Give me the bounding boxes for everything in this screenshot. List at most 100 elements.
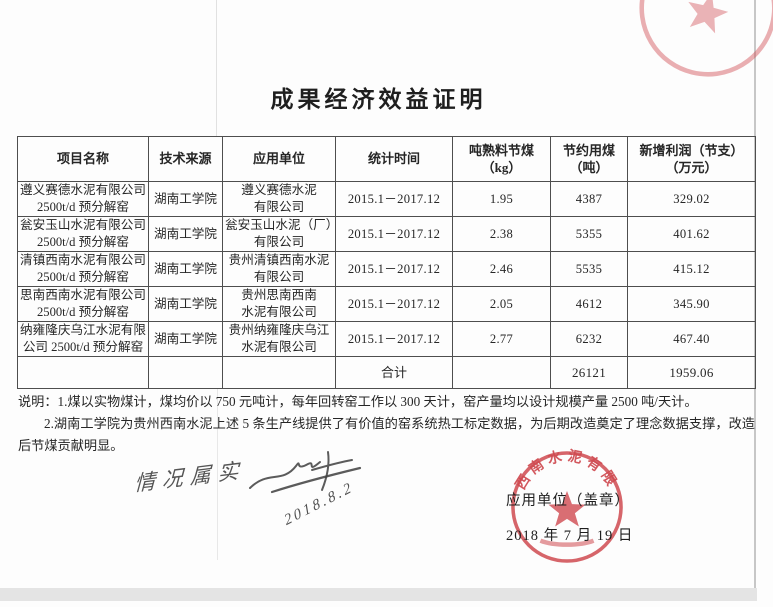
cell-empty: [17, 356, 149, 389]
project-line1: 纳雍隆庆乌江水泥有限: [20, 323, 146, 338]
page-bottom-edge: [0, 588, 757, 601]
header-label: 统计时间: [367, 151, 420, 167]
cell-coal-saved: 5535: [550, 251, 628, 287]
cell-profit: 345.90: [627, 286, 756, 322]
cell-project: 纳雍隆庆乌江水泥有限 公司 2500t/d 预分解窑: [17, 321, 149, 357]
total-profit: 1959.06: [627, 356, 756, 389]
unit-line1: 贵州清镇西南水泥: [228, 253, 330, 268]
project-line2: 公司 2500t/d 预分解窑: [22, 340, 144, 354]
header-label: 项目名称: [56, 151, 109, 167]
cell-profit: 401.62: [627, 216, 756, 252]
unit-line1: 瓮安玉山水泥（厂）: [225, 218, 336, 233]
cell-period: 2015.1－2017.12: [335, 181, 453, 217]
cell-source: 湖南工学院: [148, 251, 223, 287]
unit-line2: 有限公司: [253, 235, 305, 249]
cell-period: 2015.1－2017.12: [335, 321, 453, 357]
unit-line2: 有限公司: [253, 200, 305, 214]
table-row: 瓮安玉山水泥有限公司 2500t/d 预分解窑 湖南工学院 瓮安玉山水泥（厂） 有限…: [17, 216, 756, 252]
header-label: 新增利润（节支）: [639, 142, 744, 158]
total-label: 合计: [335, 356, 453, 389]
project-line2: 2500t/d 预分解窑: [36, 235, 129, 249]
handwritten-signature: [242, 440, 372, 520]
cell-empty: [148, 356, 223, 389]
cell-period: 2015.1－2017.12: [335, 286, 453, 322]
col-header-profit: 新增利润（节支） （万元）: [627, 136, 756, 182]
red-seal: 西南水泥有限: [503, 445, 631, 569]
cell-unit: 瓮安玉山水泥（厂） 有限公司: [222, 216, 336, 252]
cell-coal-saved: 4612: [550, 286, 628, 322]
col-header-period: 统计时间: [335, 136, 453, 182]
cell-source: 湖南工学院: [148, 181, 223, 217]
col-header-source: 技术来源: [148, 136, 223, 182]
cell-project: 思南西南水泥有限公司 2500t/d 预分解窑: [17, 286, 149, 322]
cell-empty: [452, 356, 551, 389]
header-unit: （kg）: [481, 160, 522, 175]
handwritten-remark: 情况属实: [133, 458, 246, 496]
header-label: 吨熟料节煤: [468, 142, 534, 158]
unit-line1: 遵义赛德水泥: [241, 183, 317, 198]
cell-profit: 467.40: [627, 321, 756, 357]
col-header-unit: 应用单位: [222, 136, 336, 182]
cell-coal-per-ton: 1.95: [452, 181, 551, 217]
table-row: 纳雍隆庆乌江水泥有限 公司 2500t/d 预分解窑 湖南工学院 贵州纳雍隆庆乌江…: [17, 321, 756, 357]
note-line-2: 2.湖南工学院为贵州西南水泥上述 5 条生产线提供了有价值的窑系统热工标定数据，…: [18, 416, 755, 453]
project-line2: 2500t/d 预分解窑: [36, 305, 129, 319]
seal-overlay-label: 应用单位（盖章）: [506, 493, 630, 509]
cell-source: 湖南工学院: [148, 286, 223, 322]
total-coal-saved: 26121: [550, 356, 628, 389]
cell-project: 清镇西南水泥有限公司 2500t/d 预分解窑: [17, 251, 149, 287]
header-label: 技术来源: [159, 151, 212, 167]
note-line-1: 说明：1.煤以实物煤计，煤均价以 750 元吨计，每年回转窑工作以 300 天计…: [18, 394, 698, 409]
unit-line1: 贵州思南西南: [241, 288, 317, 303]
cell-source: 湖南工学院: [148, 216, 223, 252]
header-row: 项目名称 技术来源 应用单位 统计时间 吨熟料节煤 （kg） 节约用煤 （吨） 新增…: [17, 136, 756, 182]
project-line2: 2500t/d 预分解窑: [36, 200, 129, 214]
project-line1: 清镇西南水泥有限公司: [20, 253, 146, 268]
star-icon: [548, 491, 586, 527]
table-row: 思南西南水泥有限公司 2500t/d 预分解窑 湖南工学院 贵州思南西南 水泥有限公…: [17, 286, 756, 322]
unit-line2: 有限公司: [253, 270, 305, 284]
unit-line2: 水泥有限公司: [241, 340, 317, 354]
header-label: 节约用煤: [562, 142, 615, 158]
partial-red-seal-top-right: 西南水泥有限: [611, 0, 773, 105]
header-unit: （吨）: [569, 160, 609, 175]
cell-coal-per-ton: 2.05: [452, 286, 551, 322]
cell-profit: 415.12: [627, 251, 756, 287]
cell-source: 湖南工学院: [148, 321, 223, 357]
col-header-coal-saved: 节约用煤 （吨）: [550, 136, 628, 182]
project-line1: 思南西南水泥有限公司: [20, 288, 146, 303]
cell-project: 瓮安玉山水泥有限公司 2500t/d 预分解窑: [17, 216, 149, 252]
cell-period: 2015.1－2017.12: [335, 251, 453, 287]
benefit-table: 项目名称 技术来源 应用单位 统计时间 吨熟料节煤 （kg） 节约用煤 （吨） 新增…: [17, 136, 756, 389]
cell-unit: 贵州清镇西南水泥 有限公司: [222, 251, 336, 287]
header-label: 应用单位: [252, 151, 305, 167]
cell-unit: 贵州纳雍隆庆乌江 水泥有限公司: [222, 321, 336, 357]
unit-line2: 水泥有限公司: [241, 305, 317, 319]
cell-project: 遵义赛德水泥有限公司 2500t/d 预分解窑: [17, 181, 149, 217]
project-line1: 瓮安玉山水泥有限公司: [20, 218, 146, 233]
unit-line1: 贵州纳雍隆庆乌江: [228, 323, 330, 338]
cell-period: 2015.1－2017.12: [335, 216, 453, 252]
table-row: 遵义赛德水泥有限公司 2500t/d 预分解窑 湖南工学院 遵义赛德水泥 有限公司 …: [17, 181, 756, 217]
cell-profit: 329.02: [627, 181, 756, 217]
cell-coal-saved: 4387: [550, 181, 628, 217]
table-row: 清镇西南水泥有限公司 2500t/d 预分解窑 湖南工学院 贵州清镇西南水泥 有限公…: [17, 251, 756, 287]
project-line2: 2500t/d 预分解窑: [36, 270, 129, 284]
page-title: 成果经济效益证明: [270, 87, 487, 112]
cell-coal-saved: 6232: [550, 321, 628, 357]
star-icon: [688, 0, 729, 34]
project-line1: 遵义赛德水泥有限公司: [20, 183, 146, 198]
seal-overlay-date: 2018 年 7 月 19 日: [506, 528, 634, 544]
scan-fold-line-top: [216, 0, 217, 137]
notes-section: 说明：1.煤以实物煤计，煤均价以 750 元吨计，每年回转窑工作以 300 天计…: [18, 391, 755, 456]
cell-unit: 贵州思南西南 水泥有限公司: [222, 286, 336, 322]
cell-empty: [222, 356, 336, 389]
header-unit: （万元）: [665, 160, 718, 175]
cell-coal-saved: 5355: [550, 216, 628, 252]
cell-coal-per-ton: 2.38: [452, 216, 551, 252]
total-row: 合计 26121 1959.06: [17, 356, 756, 389]
cell-unit: 遵义赛德水泥 有限公司: [222, 181, 336, 217]
cell-coal-per-ton: 2.46: [452, 251, 551, 287]
col-header-project: 项目名称: [17, 136, 149, 182]
